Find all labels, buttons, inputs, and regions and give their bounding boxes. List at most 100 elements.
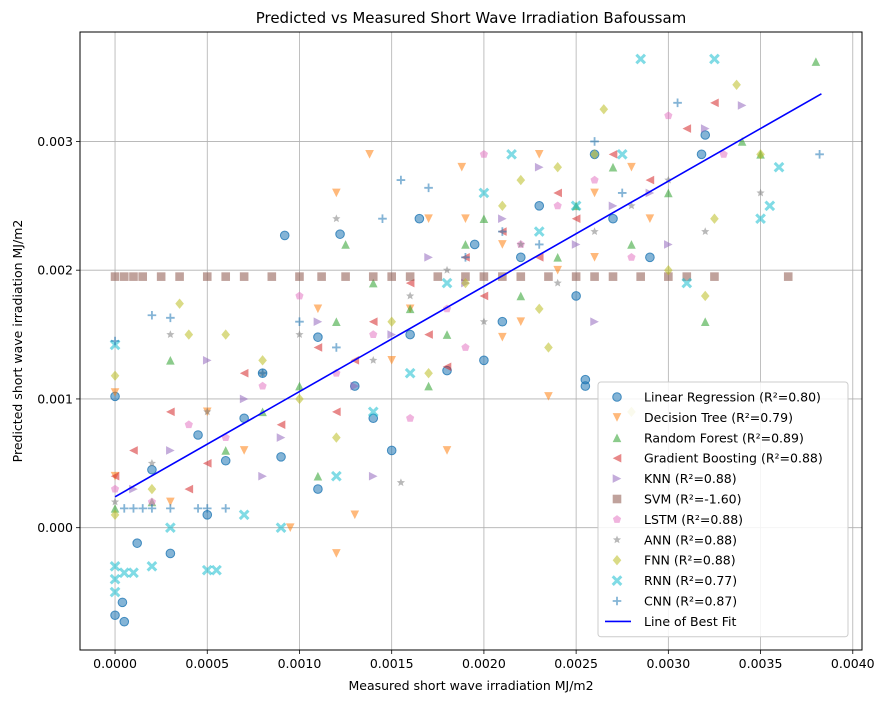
data-point bbox=[461, 277, 470, 289]
data-point bbox=[387, 356, 396, 365]
data-point bbox=[396, 478, 406, 487]
data-point bbox=[534, 240, 544, 249]
data-point bbox=[369, 356, 378, 364]
data-point bbox=[571, 240, 581, 249]
data-point bbox=[627, 253, 636, 261]
data-point bbox=[414, 213, 425, 224]
data-point bbox=[664, 240, 673, 249]
data-point bbox=[608, 162, 618, 172]
data-point bbox=[645, 214, 655, 223]
data-point bbox=[147, 483, 157, 495]
data-point bbox=[590, 272, 599, 281]
data-point bbox=[110, 497, 120, 506]
series-10 bbox=[110, 98, 824, 513]
legend-marker bbox=[612, 515, 622, 523]
data-point bbox=[367, 406, 379, 418]
data-point bbox=[166, 504, 175, 513]
data-point bbox=[617, 188, 627, 198]
data-point bbox=[424, 253, 433, 262]
data-point bbox=[332, 214, 341, 223]
data-point bbox=[627, 201, 636, 210]
data-point bbox=[238, 509, 250, 521]
data-point bbox=[331, 470, 342, 482]
legend-label: Gradient Boosting (R²=0.88) bbox=[644, 451, 823, 466]
data-point bbox=[457, 162, 467, 172]
data-point bbox=[369, 330, 378, 339]
data-point bbox=[732, 79, 741, 90]
data-point bbox=[258, 355, 267, 366]
data-point bbox=[110, 610, 120, 621]
data-point bbox=[681, 277, 693, 289]
data-point bbox=[590, 188, 599, 198]
data-point bbox=[533, 226, 545, 237]
data-point bbox=[756, 149, 765, 160]
data-point bbox=[221, 329, 231, 340]
data-point bbox=[285, 523, 295, 532]
data-point bbox=[313, 317, 323, 326]
data-point bbox=[138, 272, 148, 281]
data-point bbox=[553, 188, 562, 198]
data-point bbox=[571, 214, 581, 223]
data-point bbox=[608, 213, 618, 224]
x-tick-label: 0.0015 bbox=[370, 656, 414, 671]
data-point bbox=[710, 213, 719, 224]
data-point bbox=[276, 420, 286, 429]
data-point bbox=[682, 124, 692, 133]
data-point bbox=[506, 148, 517, 160]
data-point bbox=[441, 277, 453, 289]
x-tick-label: 0.0030 bbox=[646, 656, 690, 671]
data-point bbox=[211, 564, 222, 576]
data-point bbox=[239, 446, 249, 455]
data-point bbox=[119, 272, 129, 281]
data-point bbox=[764, 200, 776, 212]
y-tick-label: 0.000 bbox=[37, 520, 73, 535]
data-point bbox=[110, 272, 120, 281]
data-point bbox=[129, 504, 138, 513]
data-point bbox=[590, 137, 599, 146]
data-point bbox=[202, 356, 212, 365]
data-point bbox=[110, 471, 120, 481]
data-point bbox=[184, 329, 194, 340]
data-point bbox=[221, 446, 231, 455]
data-point bbox=[203, 407, 212, 416]
legend-marker bbox=[612, 392, 622, 402]
data-point bbox=[406, 291, 415, 300]
data-point bbox=[193, 430, 203, 440]
data-point bbox=[516, 174, 526, 186]
data-point bbox=[783, 272, 793, 281]
data-point bbox=[544, 272, 553, 281]
data-point bbox=[221, 272, 231, 281]
data-point bbox=[332, 317, 341, 326]
data-point bbox=[479, 150, 488, 158]
data-point bbox=[295, 393, 304, 405]
data-point bbox=[184, 420, 193, 429]
data-point bbox=[132, 538, 142, 548]
data-point bbox=[350, 381, 360, 391]
data-point bbox=[118, 567, 130, 579]
data-point bbox=[534, 150, 544, 159]
legend-label: LSTM (R²=0.88) bbox=[644, 512, 743, 527]
data-point bbox=[313, 304, 323, 314]
data-point bbox=[479, 214, 489, 223]
data-point bbox=[608, 201, 618, 211]
data-point bbox=[590, 253, 599, 262]
legend-label: SVM (R²=-1.60) bbox=[644, 492, 742, 507]
data-point bbox=[700, 317, 710, 326]
data-point bbox=[335, 229, 345, 239]
series-9 bbox=[109, 53, 785, 598]
data-point bbox=[442, 330, 452, 339]
data-point bbox=[110, 509, 120, 520]
legend-marker bbox=[612, 413, 622, 422]
data-point bbox=[516, 291, 526, 301]
legend-label: Random Forest (R²=0.89) bbox=[644, 430, 804, 445]
data-point bbox=[664, 265, 673, 276]
data-point bbox=[553, 278, 562, 287]
data-point bbox=[700, 124, 710, 133]
data-point bbox=[479, 317, 488, 326]
legend-marker bbox=[612, 494, 622, 504]
data-point bbox=[202, 459, 212, 468]
y-tick-label: 0.002 bbox=[37, 263, 73, 278]
data-point bbox=[461, 240, 470, 249]
legend-box bbox=[597, 381, 849, 638]
x-tick-label: 0.0020 bbox=[462, 656, 506, 671]
